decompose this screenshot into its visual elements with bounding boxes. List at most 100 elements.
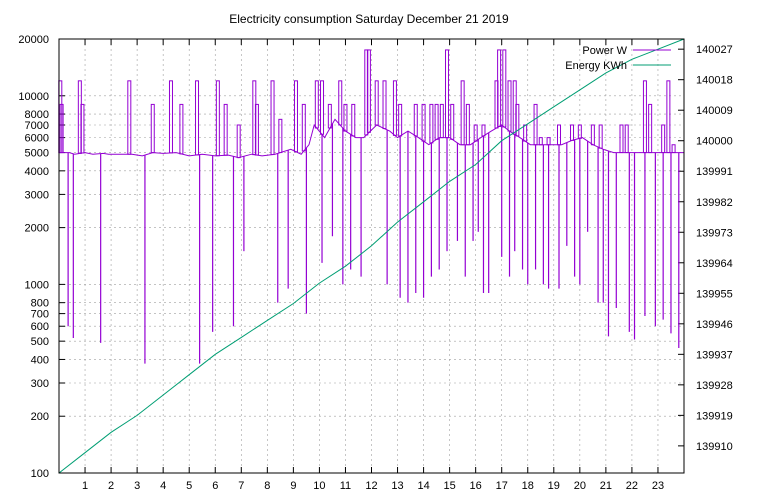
power-spike-high: [223, 103, 228, 156]
y2-tick-label: 139910: [696, 441, 733, 453]
power-spike-high: [515, 103, 520, 137]
power-spike-high: [254, 103, 259, 156]
y2-tick-label: 139946: [696, 319, 733, 331]
power-spike-high: [538, 137, 543, 146]
y-tick-label: 2000: [25, 223, 49, 235]
power-spike-high: [338, 80, 343, 126]
y2-tick-label: 140000: [696, 136, 733, 148]
power-spike-high: [502, 49, 507, 128]
y-tick-label: 20000: [18, 34, 49, 46]
power-spike-high: [80, 103, 85, 154]
x-tick-label: 11: [340, 480, 351, 492]
power-spike-high: [392, 80, 397, 136]
power-spike-high: [179, 103, 184, 155]
x-tick-label: 13: [391, 480, 403, 492]
power-spike-high: [327, 103, 332, 129]
x-tick-label: 6: [212, 480, 218, 492]
power-spike-high: [533, 103, 538, 146]
y2-tick-label: 139982: [696, 197, 733, 209]
y-tick-label: 6000: [25, 133, 49, 145]
power-spike-high: [127, 80, 132, 155]
x-axis: 1 2 3 4 5 6 7 8 9 10 11 12 13 14 15 16 17 18 19 20 21 22 23: [82, 39, 664, 492]
y-tick-label: 300: [31, 378, 49, 390]
x-tick-label: 7: [238, 480, 244, 492]
power-spike-high: [648, 103, 653, 154]
y-tick-label: 4000: [25, 166, 49, 178]
power-spike-high: [481, 124, 486, 137]
x-tick-label: 21: [600, 480, 612, 492]
power-spike-high: [301, 103, 306, 152]
power-spike-high: [278, 118, 283, 154]
power-spike-high: [661, 124, 666, 154]
power-spike-high: [343, 103, 348, 132]
power-spike-high: [314, 80, 319, 129]
power-spike-high: [236, 124, 241, 159]
power-spike-high: [168, 80, 173, 154]
y2-tick-label: 139919: [696, 410, 733, 422]
power-spike-high: [619, 124, 624, 154]
y-tick-label: 800: [31, 298, 49, 310]
x-tick-label: 12: [365, 480, 377, 492]
plot-series: [58, 38, 685, 474]
legend: Power W Energy KWh: [565, 45, 671, 72]
power-spike-high: [666, 80, 671, 154]
power-spike-high: [497, 49, 502, 127]
y2-tick-label: 139928: [696, 380, 733, 392]
power-spike-high: [523, 124, 528, 142]
x-tick-label: 2: [108, 480, 114, 492]
x-tick-label: 19: [548, 480, 560, 492]
power-spike-high: [382, 80, 387, 130]
y-tick-label: 10000: [18, 91, 49, 103]
y-tick-label: 100: [31, 468, 49, 480]
power-spike-high: [570, 124, 575, 141]
y-tick-label: 400: [31, 354, 49, 366]
y2-tick-label: 140018: [696, 75, 733, 87]
y2-tick-label: 139991: [696, 166, 733, 178]
power-spike-high: [577, 124, 582, 139]
power-spike-high: [293, 80, 298, 153]
x-tick-label: 22: [626, 480, 638, 492]
power-spike-high: [671, 144, 676, 154]
x-tick-label: 16: [470, 480, 482, 492]
power-spike-high: [557, 124, 561, 146]
power-spike-high: [546, 137, 551, 146]
y-tick-label: 8000: [25, 109, 49, 121]
y-tick-label: 3000: [25, 189, 49, 201]
power-spike-high: [434, 103, 439, 140]
power-spike-high: [445, 49, 450, 139]
power-spike-high: [450, 103, 455, 140]
y2-tick-label: 140027: [696, 44, 733, 56]
x-tick-label: 3: [134, 480, 140, 492]
y-tick-label: 1000: [25, 279, 49, 291]
power-spike-high: [195, 80, 200, 156]
x-tick-label: 4: [160, 480, 166, 492]
x-tick-label: 23: [652, 480, 664, 492]
x-tick-label: 10: [313, 480, 325, 492]
x-tick-label: 20: [574, 480, 586, 492]
power-spike-high: [374, 80, 379, 126]
x-tick-label: 14: [417, 480, 429, 492]
y2-tick-label: 139955: [696, 288, 733, 300]
power-spike-high: [460, 80, 465, 146]
energy-series-line: [58, 38, 685, 474]
y-tick-label: 500: [31, 336, 49, 348]
y2-tick-label: 139973: [696, 227, 733, 239]
power-spike-high: [624, 124, 629, 154]
x-tick-label: 17: [496, 480, 508, 492]
power-spike-high: [598, 124, 603, 149]
power-spike-high: [270, 80, 275, 156]
x-tick-label: 8: [264, 480, 270, 492]
y-tick-label: 5000: [25, 148, 49, 160]
power-spike-high: [320, 80, 325, 135]
x-tick-label: 5: [186, 480, 192, 492]
power-spike-high: [465, 103, 470, 146]
plot-frame: [58, 38, 685, 474]
power-spike-high: [473, 124, 478, 142]
chart-title: Electricity consumption Saturday Decembe…: [229, 12, 509, 26]
y2-tick-label: 139964: [696, 258, 733, 270]
power-spike-high: [642, 80, 647, 154]
y-tick-label: 600: [31, 321, 49, 333]
legend-label-power: Power W: [582, 45, 627, 57]
